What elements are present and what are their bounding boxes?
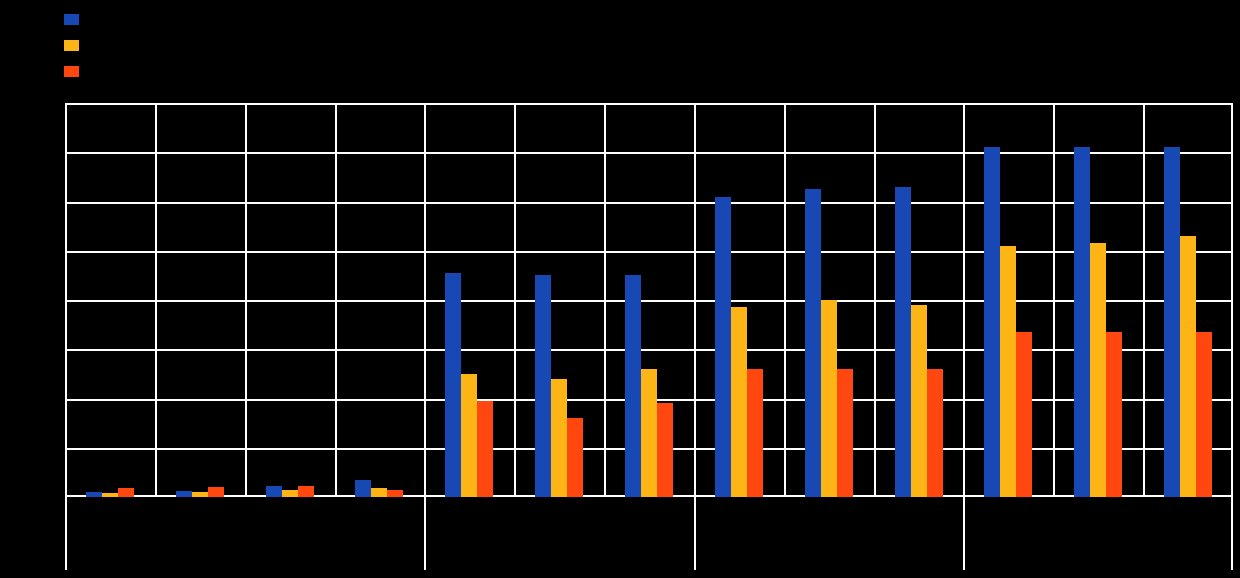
legend-swatch-series-1-icon [64,13,79,25]
bar-series-2 [102,493,118,497]
v-gridline [1053,103,1055,497]
v-gridline [694,103,696,497]
legend-swatch-series-3-icon [64,65,79,77]
v-gridline [155,103,157,497]
bar-series-2 [1180,236,1196,497]
h-gridline [65,103,1233,105]
bar-series-1 [86,492,102,497]
bar-series-3 [118,488,134,497]
v-gridline [963,103,965,497]
h-gridline [65,202,1233,204]
bar-series-1 [445,273,461,497]
bar-series-2 [371,488,387,497]
bar-series-3 [1016,332,1032,497]
category-separator [1231,497,1233,570]
category-separator [694,497,696,570]
h-gridline [65,152,1233,154]
v-gridline [604,103,606,497]
bar-series-1 [1074,147,1090,497]
bar-series-2 [461,374,477,497]
bar-series-3 [387,490,403,497]
bar-series-1 [266,486,282,497]
bar-series-3 [837,369,853,497]
v-gridline [1231,103,1233,497]
bar-series-2 [821,300,837,497]
bar-series-2 [911,305,927,497]
v-gridline [1143,103,1145,497]
bar-series-3 [1106,332,1122,497]
bar-series-3 [477,401,493,497]
category-separator [424,497,426,570]
bar-series-1 [895,187,911,497]
bar-series-1 [805,189,821,497]
bar-series-2 [641,369,657,497]
bar-series-3 [208,487,224,497]
bar-series-2 [731,307,747,497]
category-separator [65,497,67,570]
bar-series-2 [1090,243,1106,497]
h-gridline [65,251,1233,253]
bar-series-3 [567,418,583,497]
bar-series-3 [298,486,314,497]
bar-series-1 [535,275,551,497]
bar-series-2 [1000,246,1016,497]
bar-series-1 [1164,147,1180,497]
plot-area [65,103,1233,570]
bar-series-3 [927,369,943,497]
legend-item [64,6,87,32]
bar-series-3 [657,403,673,497]
bar-series-3 [1196,332,1212,497]
v-gridline [335,103,337,497]
bar-series-3 [747,369,763,497]
v-gridline [874,103,876,497]
h-gridline [65,300,1233,302]
bar-series-2 [282,490,298,497]
v-gridline [424,103,426,497]
legend-swatch-series-2-icon [64,39,79,51]
v-gridline [65,103,67,497]
chart-legend [64,6,87,84]
v-gridline [784,103,786,497]
v-gridline [245,103,247,497]
bar-series-1 [625,275,641,497]
category-separator [963,497,965,570]
bar-series-2 [192,492,208,497]
bar-series-1 [984,147,1000,497]
bar-series-1 [715,197,731,497]
bar-series-2 [551,379,567,497]
legend-item [64,32,87,58]
bar-series-1 [176,491,192,497]
h-gridline [65,349,1233,351]
bar-series-1 [355,480,371,497]
legend-item [64,58,87,84]
v-gridline [514,103,516,497]
